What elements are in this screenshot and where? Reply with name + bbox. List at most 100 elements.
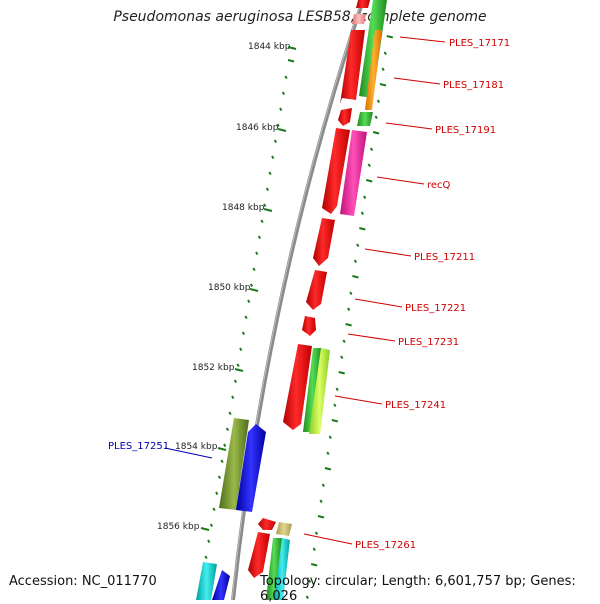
scale-tick-dot (260, 219, 264, 224)
inner-scale-tick (347, 307, 351, 312)
gene-block[interactable] (236, 424, 266, 512)
inner-scale-tick (379, 83, 387, 87)
scale-tick-1844 (287, 46, 297, 50)
gene-label-ples-17181[interactable]: PLES_17181 (443, 80, 504, 91)
gene-block[interactable] (212, 570, 230, 600)
scale-tick-dot (220, 459, 224, 464)
gene-block[interactable] (365, 30, 382, 110)
inner-scale-tick (328, 435, 332, 440)
inner-scale-tick (321, 483, 325, 488)
gene-block[interactable] (340, 130, 367, 216)
scale-tick-dot (209, 523, 214, 528)
scale-tick-dot (287, 59, 295, 63)
inner-scale-tick (363, 195, 367, 200)
inner-scale-tick (314, 531, 319, 536)
scale-ticks-right (305, 35, 394, 600)
gene-label-ples-17191[interactable]: PLES_17191 (435, 125, 496, 136)
gene-block[interactable] (274, 538, 290, 600)
scale-tick-dot (247, 299, 251, 304)
gene-block[interactable] (356, 0, 370, 8)
inner-scale-tick (324, 467, 332, 471)
inner-scale-tick (310, 563, 318, 567)
label-leaders (164, 36, 446, 545)
gene-block[interactable] (303, 348, 322, 432)
inner-scale-tick (360, 211, 364, 216)
scale-tick-dot (207, 539, 211, 544)
genome-backbone (231, 0, 365, 600)
inner-scale-tick (338, 371, 345, 375)
gene-label-ples-17211[interactable]: PLES_17211 (414, 252, 475, 263)
inner-scale-tick (352, 275, 359, 279)
inner-scale-tick (345, 323, 352, 327)
leader-line (354, 298, 403, 308)
gene-label-ples-17221[interactable]: PLES_17221 (405, 303, 466, 314)
scale-tick-dot (233, 379, 238, 384)
gene-block[interactable] (322, 128, 350, 214)
gene-label-ples-17231[interactable]: PLES_17231 (398, 337, 459, 348)
inner-scale-tick (349, 291, 353, 296)
gene-block[interactable] (276, 522, 292, 536)
scale-label-1846: 1846 kbp (236, 123, 279, 133)
scale-label-1844: 1844 kbp (248, 42, 291, 52)
scale-label-1856: 1856 kbp (157, 522, 200, 532)
scale-tick-dot (255, 251, 259, 256)
leader-line (303, 533, 353, 545)
gene-label-ples-17171[interactable]: PLES_17171 (449, 38, 510, 49)
scale-tick-dot (244, 315, 248, 320)
gene-block[interactable] (196, 562, 217, 600)
scale-tick-dot (215, 491, 219, 496)
leader-line (393, 77, 441, 85)
gene-label-recq[interactable]: recQ (427, 180, 451, 191)
gene-label-ples-17241[interactable]: PLES_17241 (385, 400, 446, 411)
gene-block[interactable] (248, 532, 270, 578)
inner-scale-tick (305, 595, 309, 600)
gene-block[interactable] (219, 418, 249, 510)
leader-line (385, 122, 433, 130)
leader-line (164, 447, 213, 459)
gene-block[interactable] (302, 316, 316, 336)
inner-scale-tick (331, 419, 339, 423)
gene-block[interactable] (306, 270, 327, 310)
scale-tick-dot (212, 507, 216, 512)
leader-line (376, 176, 425, 185)
scale-tick-dot (228, 411, 232, 416)
inner-scale-tick (372, 131, 380, 135)
scale-tick-dot (249, 283, 254, 288)
gene-block[interactable] (309, 348, 330, 434)
scale-label-1854: 1854 kbp (175, 442, 218, 452)
scale-tick-1856 (200, 527, 210, 531)
scale-tick-dot (276, 123, 280, 128)
reverse-strand-genes (196, 418, 266, 600)
gene-label-ples-17251[interactable]: PLES_17251 (108, 441, 169, 452)
inner-scale-tick (369, 147, 374, 152)
forward-strand-genes (248, 0, 387, 600)
scale-label-1850: 1850 kbp (208, 283, 251, 293)
gene-block[interactable] (266, 538, 282, 600)
inner-scale-tick (386, 35, 394, 39)
scale-tick-dot (225, 427, 230, 432)
scale-label-1848: 1848 kbp (222, 203, 265, 213)
gene-block[interactable] (352, 14, 366, 24)
scale-tick-dot (268, 171, 272, 176)
gene-block[interactable] (340, 30, 365, 104)
inner-scale-tick (376, 99, 381, 104)
gene-block[interactable] (283, 344, 312, 430)
scale-tick-dot (217, 475, 222, 480)
scale-tick-1852 (234, 368, 244, 372)
scale-tick-dot (265, 187, 270, 192)
scale-tick-dot (223, 443, 227, 448)
scale-ticks-left (199, 59, 295, 592)
gene-block[interactable] (357, 112, 373, 126)
scale-tick-dot (252, 267, 256, 272)
gene-block[interactable] (258, 518, 276, 530)
accession-text: Accession: NC_011770 (9, 574, 157, 589)
leader-line (347, 333, 396, 342)
gene-label-ples-17261[interactable]: PLES_17261 (355, 540, 416, 551)
inner-scale-tick (383, 51, 387, 56)
gene-block[interactable] (313, 218, 335, 266)
leader-line (334, 395, 383, 405)
inner-scale-tick (335, 387, 339, 392)
map-title: Pseudomonas aeruginosa LESB58, complete … (113, 9, 487, 25)
gene-block[interactable] (338, 108, 352, 126)
